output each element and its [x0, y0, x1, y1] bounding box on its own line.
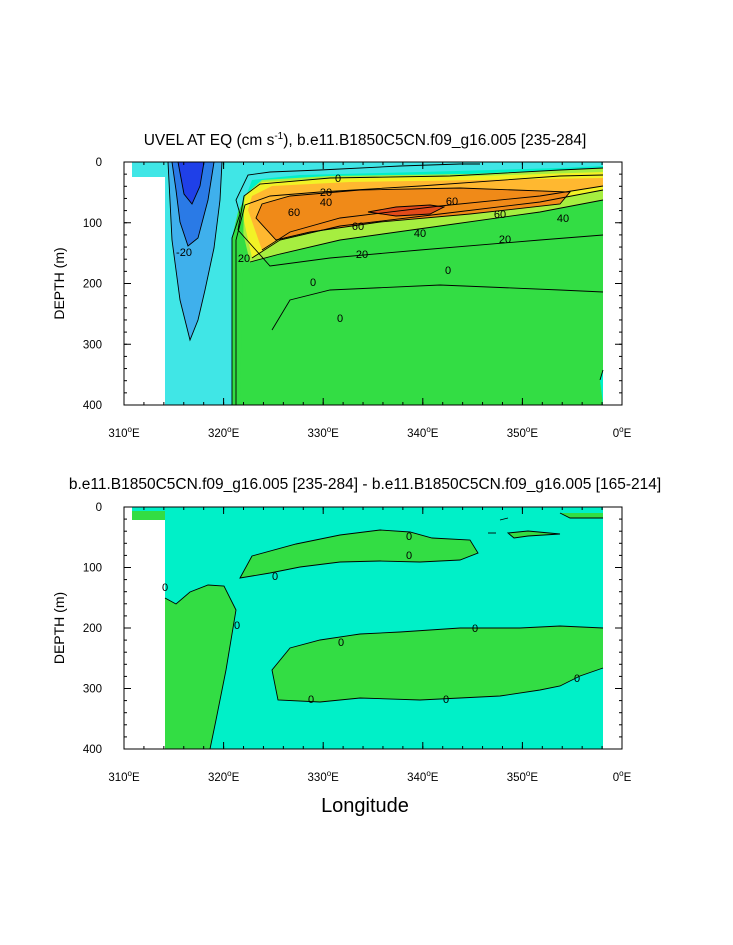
- bottom-clabel: 0: [162, 582, 168, 594]
- top-contour-line-h: [171, 162, 215, 247]
- bottom-contour-fill: [124, 507, 622, 749]
- y-tick-label: 0: [96, 157, 102, 169]
- top-contour-line-a: [237, 167, 604, 231]
- x-tick-label: 310oE: [108, 425, 140, 440]
- x-tick-label: 0oE: [613, 425, 632, 440]
- top-contour-fill: [124, 162, 622, 405]
- bottom-clabel: 0: [472, 623, 478, 635]
- y-tick-label: 0: [96, 502, 102, 514]
- top-panel: UVEL AT EQ (cm s-1), b.e11.B1850C5CN.f09…: [51, 131, 632, 440]
- bottom-ylabel: DEPTH (m): [51, 592, 67, 664]
- top-clabel: 40: [414, 228, 426, 240]
- y-tick-label: 300: [83, 684, 102, 696]
- x-tick-label: 0oE: [613, 769, 632, 784]
- bottom-fill-positive-patch: [508, 531, 560, 538]
- x-tick-label: 330oE: [308, 425, 340, 440]
- top-contour-line-e: [261, 185, 604, 251]
- top-clabel: 40: [557, 213, 569, 225]
- bottom-clabel: 0: [574, 673, 580, 685]
- x-tick-label: 340oE: [407, 425, 439, 440]
- y-tick-label: 400: [83, 744, 102, 756]
- top-contour-line-core: [367, 204, 446, 217]
- y-tick-label: 300: [83, 339, 102, 351]
- top-clabel: 0: [310, 277, 316, 289]
- bottom-contour-line-ne: [559, 512, 603, 519]
- bottom-clabel: 0: [406, 531, 412, 543]
- top-fill-strongwest: [178, 162, 204, 204]
- top-contour-lines: [167, 162, 604, 405]
- top-contour-line-c: [249, 199, 604, 263]
- top-ylabel: DEPTH (m): [51, 247, 67, 319]
- bottom-contour-lines: [164, 512, 604, 749]
- top-title: UVEL AT EQ (cm s-1), b.e11.B1850C5CN.f09…: [144, 131, 587, 149]
- bottom-land-block: [132, 520, 165, 749]
- y-tick-label: 200: [83, 623, 102, 635]
- bottom-contour-line-dash1: [499, 517, 509, 521]
- top-contour-labels: 0 20 40 60 60 60 40 20 0 0 -20 20 0 40 2…: [176, 173, 569, 325]
- y-tick-label: 200: [83, 279, 102, 291]
- top-clabel: 20: [238, 253, 250, 265]
- top-contour-line-f: [255, 187, 571, 241]
- top-clabel: 0: [445, 265, 451, 277]
- bottom-contour-line-upper: [239, 529, 479, 579]
- x-tick-label: 330oE: [308, 769, 340, 784]
- y-tick-label: 400: [83, 400, 102, 412]
- x-tick-label: 340oE: [407, 769, 439, 784]
- top-contour-line-zero-north: [231, 163, 480, 405]
- top-clabel: 20: [320, 187, 332, 199]
- top-clabel: 0: [337, 313, 343, 325]
- top-contour-line-i: [177, 162, 205, 205]
- top-axes: 310oE 320oE 330oE 340oE 350oE 0oE010020030040…: [51, 157, 632, 440]
- bottom-tick-marks: 310oE 320oE 330oE 340oE 350oE 0oE 0 100 200 300 40…: [83, 502, 632, 784]
- top-contour-line-k: [599, 369, 604, 381]
- bottom-axes: 310oE 320oE 330oE 340oE 350oE 0oE 0 100 200 300 40…: [51, 502, 632, 817]
- top-contour-line-j: [271, 284, 604, 331]
- bottom-contour-line-west: [164, 584, 237, 749]
- top-clabel: 0: [335, 173, 341, 185]
- bottom-clabel: 0: [443, 694, 449, 706]
- bottom-xlabel: Longitude: [321, 795, 409, 817]
- bottom-clabel: 0: [338, 637, 344, 649]
- top-clabel: 20: [356, 249, 368, 261]
- bottom-clabel: 0: [272, 571, 278, 583]
- bottom-clabel: 0: [308, 694, 314, 706]
- bottom-contour-line-patch: [506, 530, 561, 539]
- top-fill-west-edge: [232, 200, 244, 405]
- bottom-contour-line-lower: [271, 625, 604, 703]
- top-clabel: 60: [494, 209, 506, 221]
- top-clabel: -20: [176, 247, 192, 259]
- x-tick-label: 320oE: [208, 769, 240, 784]
- top-contour-line-b: [237, 229, 604, 267]
- x-tick-label: 350oE: [507, 769, 539, 784]
- bottom-title: b.e11.B1850C5CN.f09_g16.005 [235-284] - …: [69, 476, 661, 493]
- top-land-block: [132, 177, 165, 405]
- bottom-contour-labels: 0 0 0 0 0 0 0 0 0 0: [162, 531, 580, 706]
- bottom-clabel: 0: [234, 620, 240, 632]
- y-tick-label: 100: [83, 563, 102, 575]
- top-clabel: 60: [288, 207, 300, 219]
- bottom-clabel: 0: [406, 550, 412, 562]
- bottom-panel: b.e11.B1850C5CN.f09_g16.005 [235-284] - …: [51, 476, 661, 817]
- bottom-fill-positive-upper: [240, 530, 478, 578]
- bottom-fill-positive-lower: [272, 626, 603, 702]
- y-tick-label: 100: [83, 218, 102, 230]
- x-tick-label: 310oE: [108, 769, 140, 784]
- bottom-fill-positive-ne: [560, 513, 603, 518]
- top-contour-line-g: [167, 162, 223, 342]
- top-tick-marks: 310oE 320oE 330oE 340oE 350oE 0oE010020030040…: [83, 157, 632, 440]
- x-tick-label: 350oE: [507, 425, 539, 440]
- top-clabel: 60: [446, 196, 458, 208]
- top-clabel: 20: [499, 234, 511, 246]
- bottom-fill-positive-strip: [132, 511, 165, 520]
- x-tick-label: 320oE: [208, 425, 240, 440]
- top-contour-line-d: [251, 189, 604, 259]
- top-clabel: 60: [352, 221, 364, 233]
- top-contour-line-zero-south: [235, 174, 604, 405]
- top-clabel: 40: [320, 197, 332, 209]
